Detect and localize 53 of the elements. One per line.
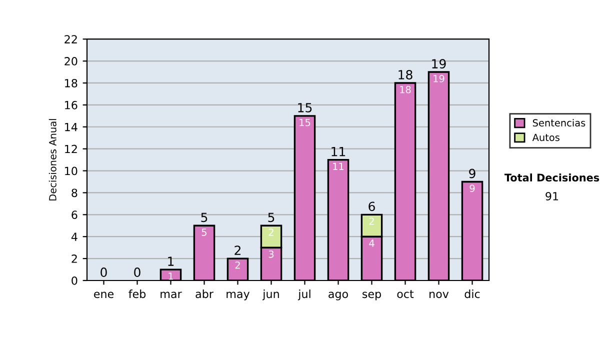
data-label: 18 (400, 86, 411, 94)
y-tick-label: 10 (65, 166, 78, 176)
total-label: 6 (368, 202, 375, 212)
data-label: 11 (333, 162, 344, 170)
data-label: 2 (268, 228, 274, 236)
data-label: 9 (470, 184, 475, 192)
y-tick-label: 2 (72, 254, 77, 263)
x-tick-label: may (226, 292, 250, 300)
y-tick-label: 16 (65, 100, 78, 110)
x-tick-label: dic (464, 290, 480, 298)
y-tick-label: 20 (64, 57, 78, 66)
y-tick-label: 8 (72, 188, 78, 198)
data-label: 15 (300, 118, 310, 126)
total-label: 11 (332, 146, 346, 156)
data-label: 1 (168, 272, 173, 280)
data-label: 2 (235, 261, 240, 269)
data-label: 3 (268, 250, 274, 258)
total-label: 5 (268, 212, 274, 222)
total-label: 0 (134, 268, 140, 277)
y-axis-title: Decisiones Anual (48, 119, 56, 200)
total-label: 2 (234, 246, 240, 255)
y-tick-label: 4 (71, 232, 78, 241)
total-label: 15 (298, 103, 312, 112)
total-label: 1 (168, 256, 174, 266)
text: 91 (546, 192, 558, 200)
x-tick-label: feb (128, 290, 146, 298)
y-tick-label: 22 (64, 35, 77, 44)
x-tick-label: ene (94, 292, 114, 298)
x-tick-label: abr (196, 290, 214, 298)
total-label: 9 (469, 168, 476, 178)
y-tick-label: 18 (65, 78, 78, 88)
data-label: 5 (202, 228, 206, 236)
legend-label: Autos (532, 134, 560, 142)
x-tick-label: ago (328, 292, 348, 300)
y-tick-label: 14 (65, 123, 78, 132)
x-tick-label: jun (262, 290, 279, 300)
total-label: 5 (201, 212, 208, 222)
data-label: 4 (369, 240, 374, 247)
x-tick-label: oct (397, 290, 414, 298)
total-label: 19 (432, 59, 446, 68)
legend-label: Sentencias (532, 118, 586, 127)
y-tick-label: 0 (72, 276, 78, 285)
total-label: 0 (100, 268, 107, 277)
text: Total Decisiones (504, 173, 600, 182)
y-tick-label: 6 (72, 210, 78, 220)
total-label: 18 (398, 70, 412, 80)
data-label: 2 (369, 218, 374, 225)
x-tick-label: mar (160, 292, 182, 298)
x-tick-label: nov (430, 292, 449, 298)
x-tick-label: sep (362, 292, 381, 300)
x-tick-label: jul (298, 290, 310, 300)
data-label: 19 (434, 74, 444, 82)
y-tick-label: 12 (65, 144, 77, 154)
